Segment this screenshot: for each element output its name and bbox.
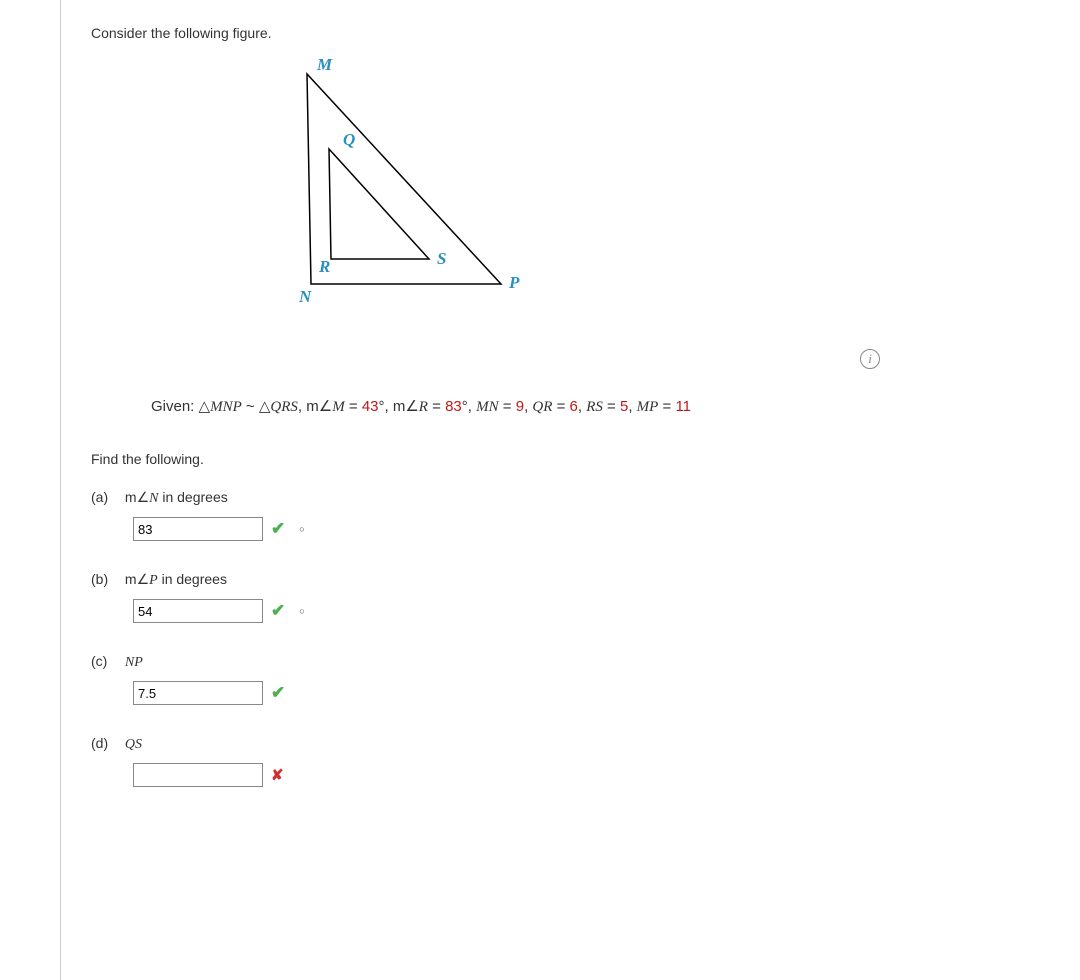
part-c-letter: (c) <box>91 653 121 669</box>
part-a: (a) m∠N in degrees ✔ ○ <box>91 489 1080 541</box>
given-t2: QRS <box>270 399 298 415</box>
part-b-label: (b) m∠P in degrees <box>91 571 1080 589</box>
mp-val: 11 <box>675 398 691 415</box>
cross-icon: ✘ <box>271 766 284 784</box>
degree-symbol: ○ <box>299 524 304 534</box>
label-R: R <box>319 257 330 277</box>
label-P: P <box>509 273 519 293</box>
check-icon: ✔ <box>271 683 285 703</box>
given-line: Given: △MNP ~ △QRS, m∠M = 43°, m∠R = 83°… <box>151 397 1080 416</box>
degree-symbol: ○ <box>299 606 304 616</box>
part-c: (c) NP ✔ <box>91 653 1080 705</box>
inner-triangle <box>329 149 429 259</box>
given-prefix: Given: <box>151 398 199 415</box>
mn-label: MN <box>476 399 499 415</box>
triangles-svg <box>201 59 581 329</box>
angleR-val: 83 <box>445 398 462 415</box>
info-row: i <box>91 349 880 369</box>
part-d-input[interactable] <box>133 763 263 787</box>
label-S: S <box>437 249 446 269</box>
mn-val: 9 <box>516 398 524 415</box>
figure-area: M N P Q R S <box>201 59 581 329</box>
part-a-letter: (a) <box>91 489 121 505</box>
part-b-letter: (b) <box>91 571 121 587</box>
part-d: (d) QS ✘ <box>91 735 1080 787</box>
part-a-label: (a) m∠N in degrees <box>91 489 1080 507</box>
part-a-input[interactable] <box>133 517 263 541</box>
find-label: Find the following. <box>91 451 1080 467</box>
part-c-input[interactable] <box>133 681 263 705</box>
outer-triangle <box>307 74 501 284</box>
info-icon[interactable]: i <box>860 349 880 369</box>
given-t1: MNP <box>210 399 242 415</box>
qr-val: 6 <box>570 398 578 415</box>
check-icon: ✔ <box>271 601 285 621</box>
tilde: ~ <box>246 398 259 415</box>
part-b: (b) m∠P in degrees ✔ ○ <box>91 571 1080 623</box>
question-panel: Consider the following figure. M N P Q R… <box>60 0 1080 980</box>
part-d-label: (d) QS <box>91 735 1080 753</box>
angleM-label: M <box>332 399 345 415</box>
angleR-label: R <box>419 399 428 415</box>
check-icon: ✔ <box>271 519 285 539</box>
angleM-val: 43 <box>362 398 379 415</box>
rs-label: RS <box>586 399 603 415</box>
intro-text: Consider the following figure. <box>91 25 1080 41</box>
mp-label: MP <box>637 399 659 415</box>
part-b-input[interactable] <box>133 599 263 623</box>
qr-label: QR <box>532 399 552 415</box>
label-Q: Q <box>343 130 355 150</box>
part-d-letter: (d) <box>91 735 121 751</box>
rs-val: 5 <box>620 398 628 415</box>
label-M: M <box>317 55 332 75</box>
label-N: N <box>299 287 311 307</box>
part-c-label: (c) NP <box>91 653 1080 671</box>
